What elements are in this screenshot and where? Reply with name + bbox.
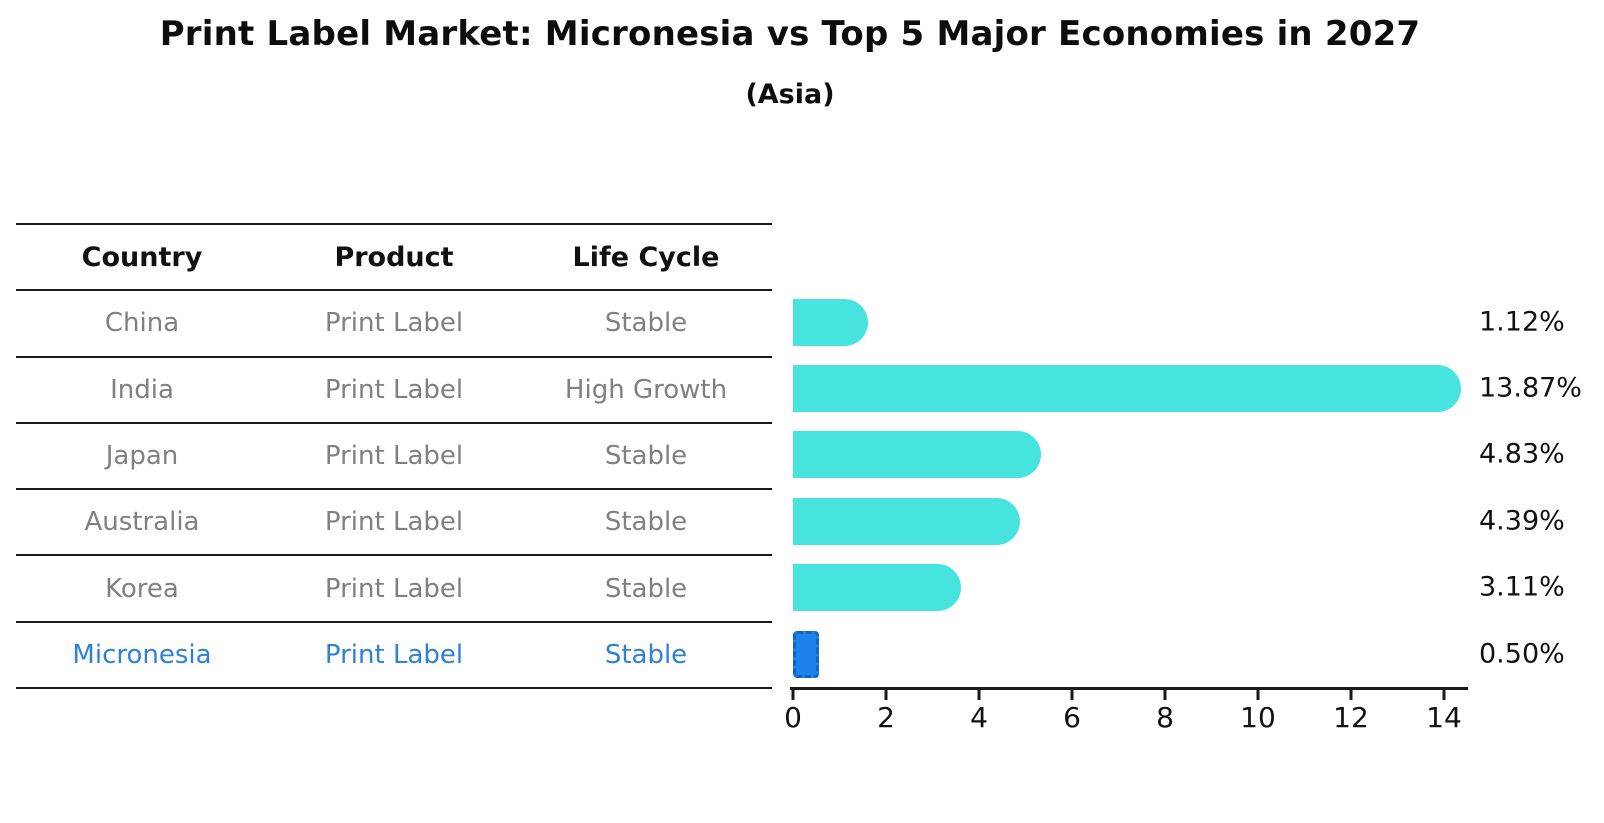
x-tick-mark-14 [1442, 689, 1446, 700]
value-label-japan: 4.83% [1479, 438, 1565, 470]
bar-india [793, 364, 1461, 412]
cell-product: Print Label [324, 441, 464, 472]
column-header-country: Country [81, 241, 203, 273]
value-label-micronesia: 0.50% [1479, 638, 1565, 670]
value-label-china: 1.12% [1479, 306, 1565, 338]
x-tick-label-0: 0 [784, 701, 802, 734]
x-tick-mark-2 [884, 689, 888, 700]
chart-title: Print Label Market: Micronesia vs Top 5 … [159, 14, 1421, 54]
x-tick-label-6: 6 [1063, 701, 1081, 734]
table-row-china: China Print Label Stable [16, 291, 772, 358]
value-label-korea: 3.11% [1479, 571, 1565, 603]
chart-subtitle: (Asia) [745, 79, 835, 110]
x-tick-label-2: 2 [877, 701, 895, 734]
bar-australia [793, 497, 1020, 545]
bar-china [793, 298, 868, 346]
bar-korea [793, 563, 961, 611]
x-tick-mark-8 [1163, 689, 1167, 700]
cell-life-cycle: Stable [604, 573, 688, 604]
x-tick-mark-0 [791, 689, 795, 700]
x-tick-label-14: 14 [1426, 701, 1462, 734]
bar-japan [793, 430, 1041, 478]
x-tick-label-12: 12 [1333, 701, 1369, 734]
table-row-japan: Japan Print Label Stable [16, 424, 772, 491]
cell-country: Korea [105, 573, 179, 604]
value-label-india: 13.87% [1479, 372, 1582, 404]
bar-micronesia [793, 630, 819, 678]
column-header-lifecycle: Life Cycle [572, 241, 720, 273]
cell-life-cycle: Stable [604, 639, 688, 670]
cell-product: Print Label [324, 639, 464, 670]
x-tick-mark-12 [1349, 689, 1353, 700]
x-tick-mark-6 [1070, 689, 1074, 700]
cell-country: China [104, 308, 180, 339]
x-axis-line [790, 687, 1468, 690]
column-header-product: Product [334, 241, 454, 273]
cell-country: Micronesia [72, 639, 212, 670]
cell-product: Print Label [324, 573, 464, 604]
cell-life-cycle: Stable [604, 507, 688, 538]
cell-product: Print Label [324, 507, 464, 538]
x-tick-label-10: 10 [1240, 701, 1276, 734]
table-header-row: Country Product Life Cycle [16, 225, 772, 292]
table-row-australia: Australia Print Label Stable [16, 490, 772, 557]
cell-country: Australia [84, 507, 200, 538]
x-tick-mark-10 [1256, 689, 1260, 700]
value-label-australia: 4.39% [1479, 505, 1565, 537]
x-tick-mark-4 [977, 689, 981, 700]
table-body: China Print Label Stable India Print Label Hi… [16, 291, 772, 690]
x-tick-label-4: 4 [970, 701, 988, 734]
cell-country: Japan [105, 441, 179, 472]
cell-product: Print Label [324, 308, 464, 339]
cell-life-cycle: Stable [604, 308, 688, 339]
cell-product: Print Label [324, 374, 464, 405]
table-row-korea: Korea Print Label Stable [16, 556, 772, 623]
comparison-table: Country Product Life Cycle China Print La… [16, 223, 772, 690]
cell-country: India [110, 374, 174, 405]
table-row-india: India Print Label High Growth [16, 358, 772, 424]
cell-life-cycle: Stable [604, 441, 688, 472]
x-tick-label-8: 8 [1156, 701, 1174, 734]
table-row-micronesia: Micronesia Print Label Stable [16, 623, 772, 690]
cell-life-cycle: High Growth [564, 374, 728, 405]
